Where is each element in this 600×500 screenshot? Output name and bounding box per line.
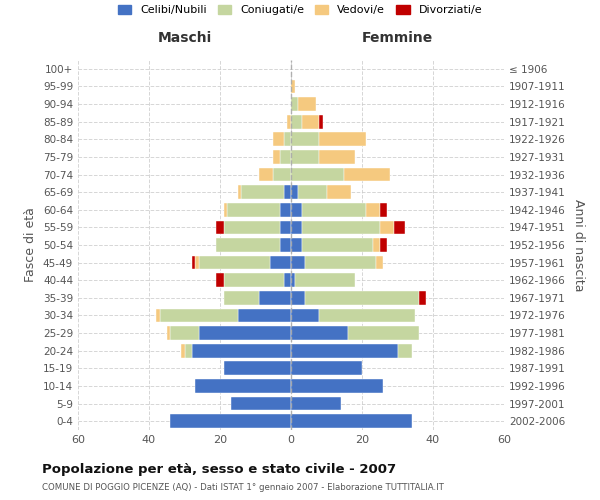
Bar	[291, 291, 305, 304]
Bar	[156, 308, 160, 322]
Bar	[291, 326, 348, 340]
Bar	[305, 256, 376, 270]
Bar	[319, 132, 365, 146]
Bar	[291, 97, 298, 111]
Bar	[191, 256, 195, 270]
Bar	[181, 344, 185, 358]
Bar	[284, 132, 291, 146]
Bar	[291, 274, 295, 287]
Bar	[195, 379, 291, 393]
Text: Femmine: Femmine	[362, 31, 433, 45]
Bar	[302, 220, 380, 234]
Bar	[380, 238, 387, 252]
Bar	[305, 291, 419, 304]
Bar	[319, 115, 323, 128]
Bar	[319, 150, 355, 164]
Y-axis label: Anni di nascita: Anni di nascita	[572, 198, 585, 291]
Y-axis label: Fasce di età: Fasce di età	[25, 208, 37, 282]
Bar	[199, 256, 270, 270]
Bar	[419, 291, 426, 304]
Bar	[259, 168, 273, 181]
Bar	[217, 238, 280, 252]
Text: COMUNE DI POGGIO PICENZE (AQ) - Dati ISTAT 1° gennaio 2007 - Elaborazione TUTTIT: COMUNE DI POGGIO PICENZE (AQ) - Dati IST…	[42, 482, 444, 492]
Bar	[227, 203, 280, 216]
Bar	[291, 256, 305, 270]
Bar	[380, 220, 394, 234]
Bar	[344, 168, 391, 181]
Bar	[238, 308, 291, 322]
Bar	[270, 256, 291, 270]
Bar	[291, 203, 302, 216]
Bar	[273, 168, 291, 181]
Bar	[230, 396, 291, 410]
Bar	[224, 291, 259, 304]
Bar	[280, 238, 291, 252]
Bar	[280, 203, 291, 216]
Bar	[302, 203, 365, 216]
Bar	[398, 344, 412, 358]
Bar	[195, 256, 199, 270]
Bar	[273, 150, 280, 164]
Bar	[167, 326, 170, 340]
Bar	[259, 291, 291, 304]
Bar	[170, 326, 199, 340]
Text: Popolazione per età, sesso e stato civile - 2007: Popolazione per età, sesso e stato civil…	[42, 462, 396, 475]
Bar	[295, 274, 355, 287]
Bar	[291, 150, 319, 164]
Bar	[280, 150, 291, 164]
Bar	[280, 220, 291, 234]
Text: Maschi: Maschi	[157, 31, 212, 45]
Bar	[224, 362, 291, 375]
Bar	[224, 274, 284, 287]
Bar	[326, 186, 352, 199]
Bar	[217, 220, 224, 234]
Bar	[291, 414, 412, 428]
Bar	[291, 344, 398, 358]
Bar	[319, 308, 415, 322]
Bar	[291, 80, 295, 94]
Bar	[224, 203, 227, 216]
Bar	[284, 274, 291, 287]
Bar	[291, 115, 302, 128]
Bar	[291, 132, 319, 146]
Bar	[365, 203, 380, 216]
Bar	[298, 186, 326, 199]
Bar	[291, 308, 319, 322]
Bar	[170, 414, 291, 428]
Bar	[291, 396, 341, 410]
Bar	[217, 274, 224, 287]
Bar	[380, 203, 387, 216]
Bar	[160, 308, 238, 322]
Bar	[348, 326, 419, 340]
Bar	[373, 238, 380, 252]
Bar	[291, 362, 362, 375]
Bar	[298, 97, 316, 111]
Bar	[185, 344, 191, 358]
Bar	[291, 186, 298, 199]
Bar	[191, 344, 291, 358]
Bar	[291, 168, 344, 181]
Bar	[291, 379, 383, 393]
Bar	[291, 220, 302, 234]
Bar	[394, 220, 404, 234]
Legend: Celibi/Nubili, Coniugati/e, Vedovi/e, Divorziati/e: Celibi/Nubili, Coniugati/e, Vedovi/e, Di…	[113, 0, 487, 20]
Bar	[284, 186, 291, 199]
Bar	[224, 220, 280, 234]
Bar	[376, 256, 383, 270]
Bar	[199, 326, 291, 340]
Bar	[287, 115, 291, 128]
Bar	[238, 186, 241, 199]
Bar	[302, 238, 373, 252]
Bar	[302, 115, 319, 128]
Bar	[273, 132, 284, 146]
Bar	[241, 186, 284, 199]
Bar	[291, 238, 302, 252]
